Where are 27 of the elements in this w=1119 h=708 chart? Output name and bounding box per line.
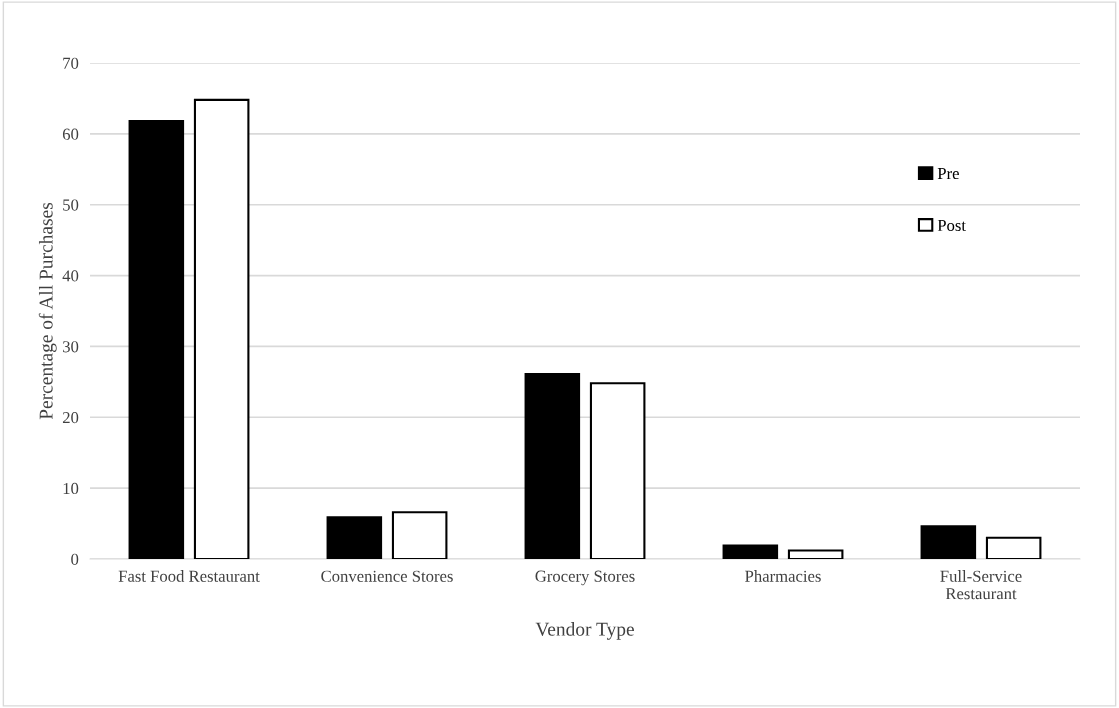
bar xyxy=(787,549,844,559)
y-tick-label: 60 xyxy=(62,128,79,140)
bar xyxy=(326,516,383,559)
x-tick-label: Pharmacies xyxy=(745,570,821,582)
x-tick-label: Grocery Stores xyxy=(535,570,635,586)
legend-label: Pre xyxy=(937,168,959,180)
y-tick-label: 20 xyxy=(62,411,79,424)
x-tick-label: Fast Food Restaurant xyxy=(118,570,260,582)
y-tick-label: 40 xyxy=(62,270,79,282)
bar xyxy=(193,98,250,559)
bar xyxy=(128,120,185,559)
bar xyxy=(391,511,448,559)
y-tick-label: 0 xyxy=(71,553,79,565)
y-tick-label: 50 xyxy=(63,199,79,211)
bar xyxy=(589,382,646,559)
y-tick-label: 30 xyxy=(63,341,79,353)
y-tick-label: 70 xyxy=(63,57,79,69)
x-tick-label: Convenience Stores xyxy=(321,570,453,582)
bar xyxy=(985,536,1042,559)
bar xyxy=(722,544,779,559)
legend-label: Post xyxy=(937,219,966,231)
y-tick-label: 10 xyxy=(63,482,79,495)
y-axis-title: Percentage of All Purchases xyxy=(38,202,57,420)
x-tick-label: Full-Service Restaurant xyxy=(940,570,1022,600)
x-axis-title: Vendor Type xyxy=(535,622,634,640)
bar xyxy=(920,525,977,559)
bar xyxy=(524,373,581,559)
